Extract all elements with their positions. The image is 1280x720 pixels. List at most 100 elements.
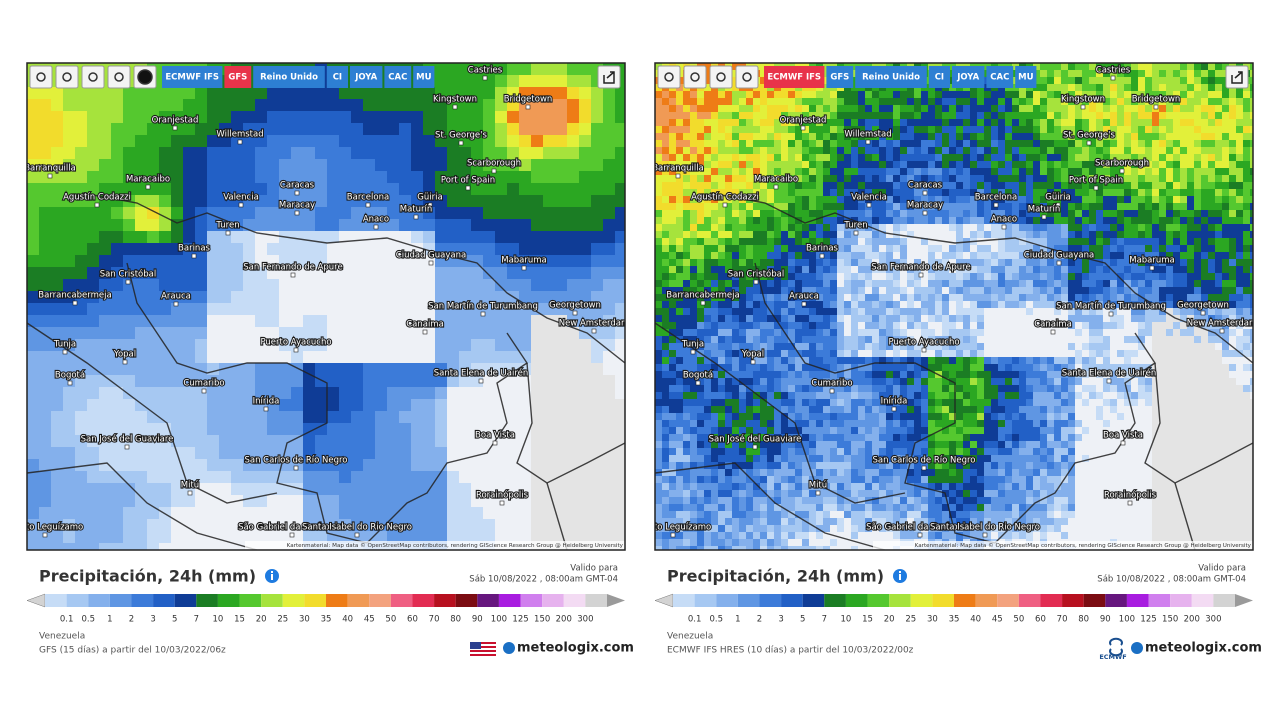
precip-cell — [949, 161, 956, 168]
precip-cell — [655, 98, 662, 105]
precip-cell — [1124, 238, 1131, 245]
precip-cell — [1124, 105, 1131, 112]
precip-cell — [872, 98, 879, 105]
precip-cell — [718, 133, 725, 140]
precip-cell — [171, 291, 183, 303]
city-label: Santa Elena de Uairén — [434, 368, 529, 379]
model-button[interactable] — [413, 66, 435, 88]
precip-cell — [760, 210, 767, 217]
precip-cell — [1222, 168, 1229, 175]
precip-cell — [1229, 252, 1236, 259]
precip-cell — [99, 423, 111, 435]
precip-cell — [171, 531, 183, 543]
precip-cell — [1054, 175, 1061, 182]
precip-cell — [447, 219, 459, 231]
precip-cell — [459, 279, 471, 291]
precip-cell — [984, 175, 991, 182]
flag-stripe — [470, 642, 496, 644]
city-label: Santa Isabel do Rio Negro — [302, 523, 412, 533]
precip-cell — [1061, 98, 1068, 105]
precip-cell — [75, 327, 87, 339]
precip-cell — [935, 126, 942, 133]
precip-cell — [459, 171, 471, 183]
precip-cell — [63, 519, 75, 531]
model-button[interactable] — [162, 66, 223, 88]
precip-cell — [1166, 98, 1173, 105]
model-button[interactable] — [384, 66, 412, 88]
precip-cell — [1047, 140, 1054, 147]
city-label: Georgetown — [549, 301, 601, 311]
precip-cell — [1026, 182, 1033, 189]
precip-cell — [1047, 231, 1054, 238]
precip-cell — [471, 375, 483, 387]
precip-cell — [483, 339, 495, 351]
precip-cell — [327, 363, 339, 375]
precip-cell — [63, 231, 75, 243]
precip-cell — [255, 195, 267, 207]
precip-cell — [555, 159, 567, 171]
precip-cell — [123, 483, 135, 495]
precip-cell — [1159, 63, 1166, 70]
tool-icon[interactable] — [107, 65, 131, 89]
precip-cell — [886, 105, 893, 112]
precip-cell — [1040, 266, 1047, 273]
precip-cell — [1187, 203, 1194, 210]
precip-cell — [1082, 84, 1089, 91]
precip-cell — [1201, 91, 1208, 98]
model-button[interactable] — [253, 66, 325, 88]
precip-cell — [711, 196, 718, 203]
precip-cell — [27, 291, 39, 303]
precip-cell — [893, 175, 900, 182]
precip-cell — [459, 459, 471, 471]
tool-icon[interactable] — [29, 65, 53, 89]
precip-cell — [1047, 168, 1054, 175]
precip-cell — [531, 351, 543, 363]
precip-cell — [1187, 140, 1194, 147]
model-button[interactable] — [350, 66, 383, 88]
precip-cell — [753, 231, 760, 238]
precip-cell — [879, 189, 886, 196]
precip-cell — [872, 217, 879, 224]
precip-cell — [1166, 168, 1173, 175]
precip-cell — [111, 159, 123, 171]
precip-cell — [51, 171, 63, 183]
precip-cell — [1033, 189, 1040, 196]
city-dot — [62, 349, 68, 355]
precip-cell — [219, 483, 231, 495]
precip-cell — [1096, 203, 1103, 210]
precip-cell — [315, 363, 327, 375]
precip-cell — [984, 119, 991, 126]
city-label: Bogotá — [55, 371, 85, 381]
precip-cell — [135, 459, 147, 471]
city-dot — [124, 444, 130, 450]
precip-cell — [171, 99, 183, 111]
precip-cell — [1082, 77, 1089, 84]
precip-cell — [1173, 217, 1180, 224]
precip-cell — [1054, 168, 1061, 175]
precip-cell — [1117, 175, 1124, 182]
precip-cell — [183, 423, 195, 435]
tool-icon[interactable] — [81, 65, 105, 89]
precip-cell — [1075, 133, 1082, 140]
precip-cell — [739, 252, 746, 259]
precip-cell — [291, 447, 303, 459]
precip-cell — [219, 339, 231, 351]
precip-cell — [591, 315, 603, 327]
precip-cell — [1012, 266, 1019, 273]
precip-cell — [1089, 77, 1096, 84]
precip-cell — [1187, 77, 1194, 84]
precip-cell — [435, 411, 447, 423]
precip-cell — [1075, 217, 1082, 224]
precip-cell — [399, 99, 411, 111]
model-button[interactable] — [326, 66, 348, 88]
precip-cell — [697, 273, 704, 280]
precip-cell — [219, 87, 231, 99]
precip-cell — [495, 243, 507, 255]
precip-cell — [411, 279, 423, 291]
model-button[interactable] — [224, 66, 252, 88]
precip-cell — [231, 531, 243, 543]
precip-cell — [27, 315, 39, 327]
tool-icon[interactable] — [55, 65, 79, 89]
precip-cell — [1159, 189, 1166, 196]
precip-cell — [746, 238, 753, 245]
